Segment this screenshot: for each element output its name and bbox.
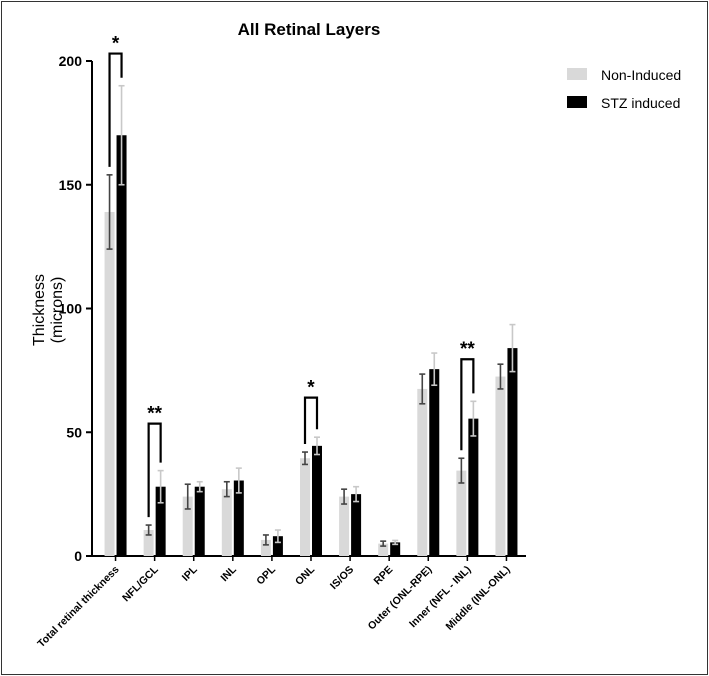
significance-bracket <box>147 422 162 518</box>
significance-annotations: ****** <box>108 34 475 518</box>
bar <box>429 369 440 556</box>
bar <box>194 486 205 556</box>
bar <box>182 496 193 556</box>
bar <box>390 542 401 556</box>
x-tick-label: INL <box>218 563 239 584</box>
x-tick-label: IS/OS <box>328 564 356 592</box>
x-tick-label: NFL/GCL <box>120 563 161 604</box>
significance-bracket <box>303 396 319 445</box>
bar <box>312 445 322 556</box>
legend-swatch <box>567 96 587 108</box>
bar <box>339 496 350 556</box>
bar <box>378 543 389 556</box>
y-tick-label: 200 <box>59 53 83 69</box>
bar <box>351 494 362 556</box>
bar <box>104 211 115 556</box>
bar <box>495 376 506 556</box>
bar <box>468 418 479 556</box>
x-tick-label: RPE <box>372 564 396 588</box>
bars <box>104 84 518 556</box>
bar <box>272 536 283 556</box>
x-tick-label: Total retinal thickness <box>35 564 121 650</box>
y-tick-label: 0 <box>74 548 82 564</box>
significance-bracket <box>460 358 475 451</box>
bar <box>116 135 127 556</box>
bar <box>507 348 518 556</box>
bar <box>221 489 232 556</box>
bar <box>233 480 244 556</box>
x-tick-label: ONL <box>293 563 318 588</box>
y-axis-label: Thickness (microns) <box>31 274 66 346</box>
legend: Non-Induced STZ induced <box>567 67 681 111</box>
y-axis-label-line1: Thickness <box>31 274 48 346</box>
bar <box>155 486 166 556</box>
significance-marker: * <box>307 378 315 399</box>
y-tick-label: 150 <box>59 177 83 193</box>
bar <box>300 458 310 556</box>
x-tick-label: OPL <box>254 563 278 587</box>
legend-label: Non-Induced <box>601 67 681 83</box>
bar <box>260 539 271 556</box>
legend-swatch <box>567 68 587 80</box>
significance-marker: ** <box>147 404 162 425</box>
legend-label: STZ induced <box>601 95 680 111</box>
bar <box>456 470 467 556</box>
significance-marker: ** <box>460 339 475 360</box>
significance-bracket <box>108 52 123 167</box>
y-tick-label: 50 <box>66 424 82 440</box>
chart-title: All Retinal Layers <box>238 20 381 39</box>
significance-marker: * <box>112 34 120 55</box>
bar <box>143 530 154 556</box>
bar <box>417 388 428 556</box>
y-axis-label-line2: (microns) <box>49 277 66 344</box>
y-tick-label: 100 <box>59 301 83 317</box>
x-tick-label: IPL <box>180 563 200 583</box>
